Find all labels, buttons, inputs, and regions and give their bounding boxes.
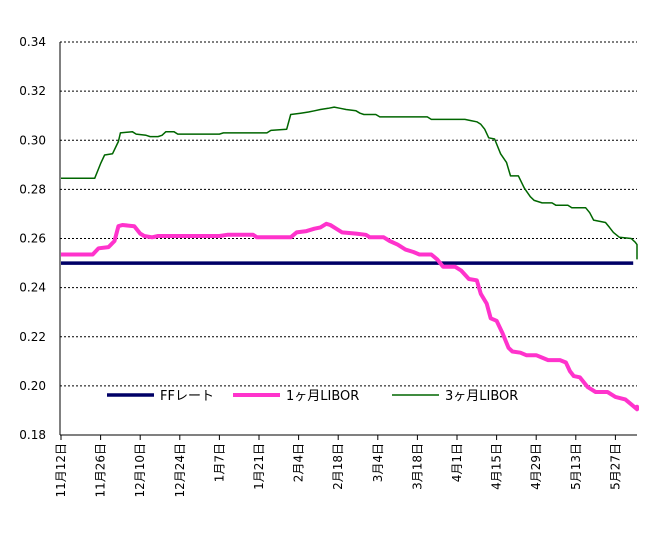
y-axis-tick-labels: 0.34 0.32 0.30 0.28 0.26 0.24 0.22 0.20 0.18 <box>19 35 46 442</box>
y-tick-label: 0.30 <box>19 133 46 147</box>
y-tick-label: 0.18 <box>19 428 46 442</box>
x-tick-label: 5月27日 <box>608 443 622 490</box>
x-tick-label: 11月26日 <box>94 443 108 498</box>
legend: FFレート 1ヶ月LIBOR 3ヶ月LIBOR <box>107 389 518 404</box>
x-tick-label: 2月18日 <box>331 443 345 490</box>
y-tick-label: 0.20 <box>19 379 46 393</box>
x-tick-label: 4月29日 <box>529 443 543 490</box>
x-tick-label: 3月18日 <box>410 443 424 490</box>
x-tick-label: 12月24日 <box>173 443 187 498</box>
legend-label-1: FFレート <box>160 389 214 404</box>
x-tick-label: 1月21日 <box>252 443 266 490</box>
y-tick-label: 0.32 <box>19 84 46 98</box>
x-tick-label: 11月12日 <box>54 443 68 498</box>
gridlines <box>60 41 637 387</box>
series-lines <box>61 106 639 412</box>
y-tick-label: 0.22 <box>19 330 46 344</box>
y-tick-label: 0.26 <box>19 232 46 246</box>
legend-label-2: 1ヶ月LIBOR <box>286 389 359 404</box>
y-tick-label: 0.24 <box>19 281 46 295</box>
y-tick-label: 0.34 <box>19 35 46 49</box>
legend-label-3: 3ヶ月LIBOR <box>445 389 518 404</box>
x-tick-label: 1月7日 <box>212 443 226 482</box>
x-tick-label: 12月10日 <box>133 443 147 498</box>
x-tick-label: 4月15日 <box>490 443 504 490</box>
series-line-3 <box>61 106 638 260</box>
axes <box>59 42 637 440</box>
x-tick-label: 5月13日 <box>569 443 583 490</box>
series-line-2 <box>61 221 639 412</box>
x-axis-tick-labels: 11月12日 11月26日 12月10日 12月24日 1月7日 1月21日 2月4日 2月1… <box>54 443 622 498</box>
x-tick-label: 2月4日 <box>292 443 306 482</box>
x-tick-label: 3月4日 <box>371 443 385 482</box>
x-tick-label: 4月1日 <box>450 443 464 482</box>
y-tick-label: 0.28 <box>19 182 46 196</box>
